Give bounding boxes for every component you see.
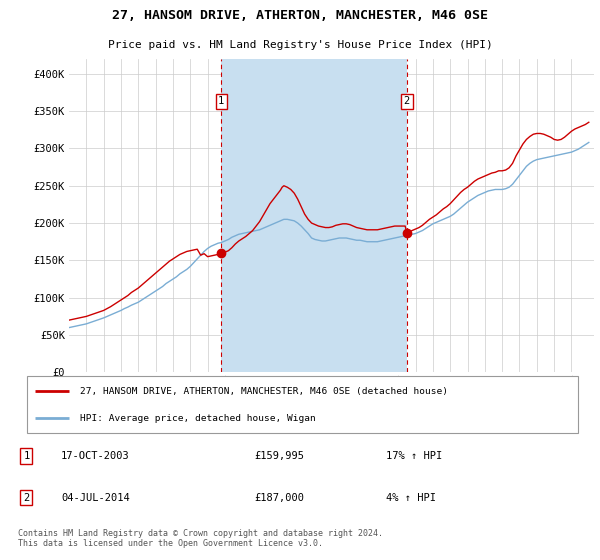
Text: £159,995: £159,995 [254,451,304,461]
Text: 17% ↑ HPI: 17% ↑ HPI [386,451,443,461]
Text: 27, HANSOM DRIVE, ATHERTON, MANCHESTER, M46 0SE (detached house): 27, HANSOM DRIVE, ATHERTON, MANCHESTER, … [80,386,448,395]
Text: 1: 1 [218,96,224,106]
Text: Contains HM Land Registry data © Crown copyright and database right 2024.
This d: Contains HM Land Registry data © Crown c… [18,529,383,548]
Text: 1: 1 [23,451,29,461]
Text: £187,000: £187,000 [254,493,304,502]
Text: 27, HANSOM DRIVE, ATHERTON, MANCHESTER, M46 0SE: 27, HANSOM DRIVE, ATHERTON, MANCHESTER, … [112,9,488,22]
Text: 2: 2 [23,493,29,502]
Text: HPI: Average price, detached house, Wigan: HPI: Average price, detached house, Wiga… [80,414,316,423]
Text: 2: 2 [404,96,410,106]
Text: 17-OCT-2003: 17-OCT-2003 [61,451,130,461]
Bar [221,59,407,372]
FancyBboxPatch shape [27,376,578,433]
Text: 4% ↑ HPI: 4% ↑ HPI [386,493,436,502]
Text: Price paid vs. HM Land Registry's House Price Index (HPI): Price paid vs. HM Land Registry's House … [107,40,493,50]
Text: 04-JUL-2014: 04-JUL-2014 [61,493,130,502]
